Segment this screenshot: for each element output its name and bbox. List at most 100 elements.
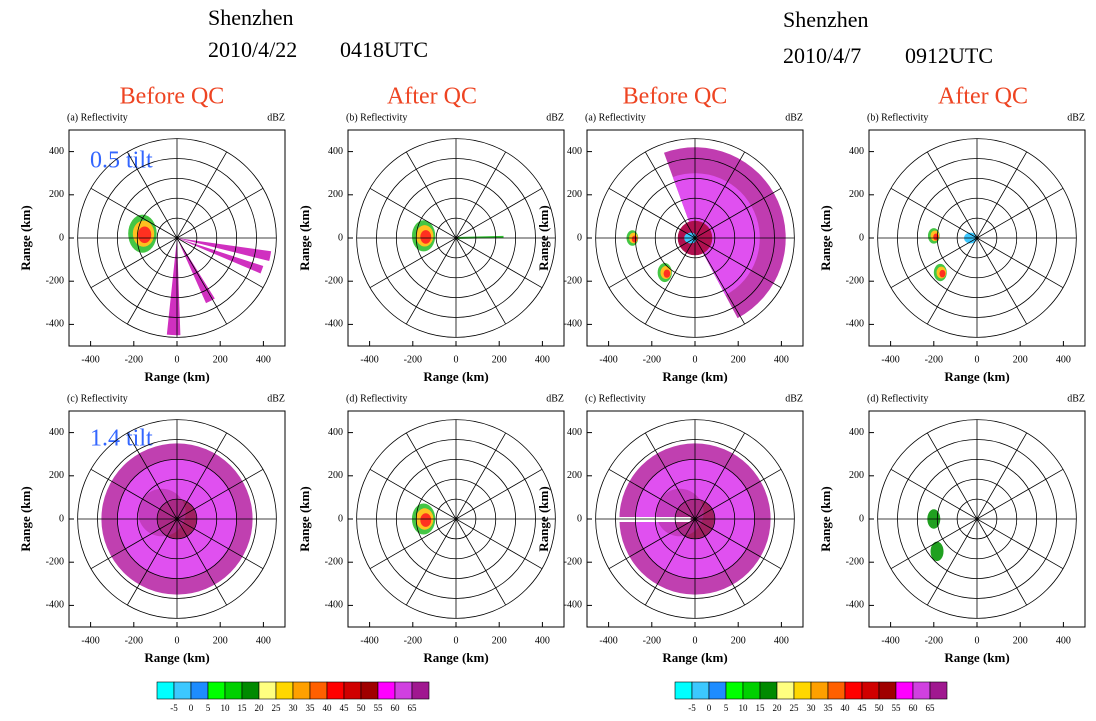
y-tick-label: -200 xyxy=(46,275,64,286)
colorbar-swatch xyxy=(675,682,692,699)
x-axis-label: Range (km) xyxy=(944,369,1009,384)
colorbar-label: 0 xyxy=(707,703,712,713)
colorbar-swatch xyxy=(692,682,709,699)
colorbar-label: 15 xyxy=(238,703,248,713)
y-tick-label: 400 xyxy=(849,427,864,438)
y-tick-label: 400 xyxy=(328,146,343,157)
colorbar-label: -5 xyxy=(170,703,178,713)
x-axis-label: Range (km) xyxy=(944,650,1009,665)
x-tick-label: 400 xyxy=(774,354,789,365)
colorbar-swatch xyxy=(242,682,259,699)
panel-label: (c) Reflectivity xyxy=(585,393,646,404)
x-tick-label: 400 xyxy=(1056,354,1071,365)
x-tick-label: -400 xyxy=(81,354,99,365)
y-tick-label: -400 xyxy=(564,600,582,611)
y-axis-label: Range (km) xyxy=(297,486,312,551)
colorbar-label: 10 xyxy=(221,703,231,713)
y-tick-label: 400 xyxy=(849,146,864,157)
x-axis-label: Range (km) xyxy=(144,369,209,384)
x-tick-label: 0 xyxy=(175,635,180,646)
panel: -400-2000200400-400-2000200400(a) Reflec… xyxy=(536,112,803,384)
x-tick-label: -200 xyxy=(925,635,943,646)
colorbar-label: 35 xyxy=(824,703,834,713)
colorbar-label: 25 xyxy=(790,703,800,713)
x-tick-label: -400 xyxy=(599,635,617,646)
y-tick-label: -200 xyxy=(46,556,64,567)
time: 0912UTC xyxy=(905,43,993,68)
panel-label: (a) Reflectivity xyxy=(585,112,646,123)
colorbar-swatch xyxy=(862,682,879,699)
y-tick-label: 400 xyxy=(328,427,343,438)
y-tick-label: -400 xyxy=(325,319,343,330)
colorbar-swatch xyxy=(344,682,361,699)
x-tick-label: 200 xyxy=(492,635,507,646)
column-title: Before QC xyxy=(120,84,225,110)
y-tick-label: -400 xyxy=(846,600,864,611)
tilt-label: 0.5 tilt xyxy=(90,148,153,174)
colorbar-swatch xyxy=(726,682,743,699)
column-title: Before QC xyxy=(623,84,728,110)
colorbar-swatch xyxy=(913,682,930,699)
colorbar-label: 0 xyxy=(189,703,194,713)
y-tick-label: 400 xyxy=(49,146,64,157)
colorbar-swatch xyxy=(276,682,293,699)
y-tick-label: 0 xyxy=(338,232,343,243)
y-tick-label: 200 xyxy=(849,189,864,200)
panel-label: (d) Reflectivity xyxy=(346,393,407,404)
colorbar-label: 30 xyxy=(289,703,299,713)
y-axis-label: Range (km) xyxy=(818,205,833,270)
x-tick-label: 400 xyxy=(256,635,271,646)
echo xyxy=(939,270,945,278)
y-axis-label: Range (km) xyxy=(536,486,551,551)
echo xyxy=(656,489,704,537)
colorbar-label: 55 xyxy=(374,703,384,713)
unit-label: dBZ xyxy=(546,112,564,123)
colorbar-swatch xyxy=(777,682,794,699)
colorbar-swatch xyxy=(743,682,760,699)
colorbar-label: 50 xyxy=(875,703,885,713)
x-axis-label: Range (km) xyxy=(423,369,488,384)
y-tick-label: -200 xyxy=(325,275,343,286)
x-tick-label: 0 xyxy=(175,354,180,365)
x-tick-label: 0 xyxy=(693,635,698,646)
x-tick-label: 0 xyxy=(975,354,980,365)
y-tick-label: 0 xyxy=(338,513,343,524)
y-tick-label: 200 xyxy=(328,189,343,200)
y-tick-label: -400 xyxy=(564,319,582,330)
colorbar-label: 40 xyxy=(323,703,333,713)
panel: -400-2000200400-400-2000200400(b) Reflec… xyxy=(297,112,564,384)
panel-label: (d) Reflectivity xyxy=(867,393,928,404)
column-title: After QC xyxy=(938,84,1028,110)
echo xyxy=(632,236,637,243)
colorbar-swatch xyxy=(930,682,947,699)
x-tick-label: -400 xyxy=(360,354,378,365)
y-tick-label: 200 xyxy=(849,470,864,481)
y-tick-label: 0 xyxy=(859,232,864,243)
colorbar-label: 60 xyxy=(909,703,919,713)
x-axis-label: Range (km) xyxy=(423,650,488,665)
colorbar-swatch xyxy=(174,682,191,699)
echo xyxy=(138,489,186,537)
colorbar-swatch xyxy=(293,682,310,699)
colorbar-swatch xyxy=(811,682,828,699)
x-tick-label: 400 xyxy=(535,354,550,365)
x-tick-label: -200 xyxy=(925,354,943,365)
x-tick-label: 200 xyxy=(1013,354,1028,365)
colorbar-label: 20 xyxy=(255,703,265,713)
echo-gap xyxy=(617,517,690,522)
y-tick-label: -200 xyxy=(325,556,343,567)
y-tick-label: 0 xyxy=(577,513,582,524)
colorbar-swatch xyxy=(310,682,327,699)
x-tick-label: 200 xyxy=(492,354,507,365)
y-tick-label: 0 xyxy=(59,232,64,243)
colorbar-label: 5 xyxy=(206,703,211,713)
x-axis-label: Range (km) xyxy=(144,650,209,665)
echo xyxy=(138,226,151,243)
y-tick-label: -200 xyxy=(846,556,864,567)
y-tick-label: -400 xyxy=(46,600,64,611)
unit-label: dBZ xyxy=(267,393,285,404)
colorbar-label: 35 xyxy=(306,703,316,713)
x-tick-label: -200 xyxy=(404,354,422,365)
colorbar-label: 40 xyxy=(841,703,851,713)
